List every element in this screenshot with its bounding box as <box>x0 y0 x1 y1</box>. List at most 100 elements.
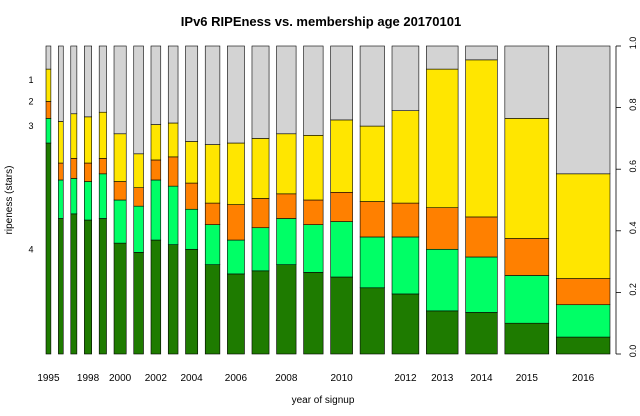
bar-2003-stars-1 <box>167 122 179 158</box>
bar-2015-stars-2 <box>504 238 550 276</box>
bar-1997-stars-3 <box>70 178 78 215</box>
bar-2003-stars-0 <box>167 45 179 124</box>
bar-2007-stars-0 <box>251 45 270 139</box>
bar-2008-stars-4 <box>276 264 297 355</box>
bar-2013-stars-0 <box>426 45 459 70</box>
star-label-1: 1 <box>28 75 33 85</box>
bar-2002-stars-1 <box>150 124 162 161</box>
bar-2008-stars-2 <box>276 193 297 219</box>
bar-1996-stars-1 <box>58 121 64 164</box>
bar-2012-stars-3 <box>391 236 420 295</box>
bar-2008-stars-1 <box>276 133 297 195</box>
bar-2016-stars-2 <box>555 278 611 306</box>
bar-2013-stars-3 <box>426 248 459 312</box>
y-axis-label: ripeness (stars) <box>4 166 15 235</box>
y-tick-label-2: 0.4 <box>628 222 638 235</box>
bar-2016-stars-1 <box>555 173 611 279</box>
x-tick-label-2016: 2016 <box>572 373 595 384</box>
bar-2000-stars-0 <box>113 45 127 135</box>
bar-1999-stars-0 <box>98 45 107 113</box>
bar-2005-stars-3 <box>204 224 221 265</box>
bar-2004-stars-2 <box>185 182 199 210</box>
right-y-axis: 0.0 0.2 0.4 0.6 0.8 1.0 <box>615 37 638 357</box>
bar-2011-stars-0 <box>359 45 385 127</box>
bar-2011-stars-4 <box>359 287 385 355</box>
y-tick-label-1: 0.2 <box>628 283 638 296</box>
star-label-4: 4 <box>28 244 33 254</box>
bar-2002-stars-0 <box>150 45 162 125</box>
bar-1998-stars-3 <box>84 181 92 221</box>
bar-1997-stars-4 <box>70 213 78 355</box>
x-axis-label: year of signup <box>292 395 355 406</box>
bar-2003-stars-4 <box>167 244 179 355</box>
bar-2009-stars-1 <box>303 135 324 201</box>
bar-2010-stars-2 <box>330 192 353 222</box>
x-tick-label-2012: 2012 <box>394 373 417 384</box>
bar-2008-stars-3 <box>276 218 297 265</box>
x-tick-label-2015: 2015 <box>516 373 539 384</box>
star-label-3: 3 <box>28 121 33 131</box>
bar-2003-stars-3 <box>167 185 179 245</box>
bar-1998-stars-2 <box>84 162 92 182</box>
bar-2004-stars-0 <box>185 45 199 142</box>
bar-2012-stars-0 <box>391 45 420 111</box>
bar-2012-stars-4 <box>391 293 420 355</box>
x-tick-label-2013: 2013 <box>431 373 454 384</box>
x-tick-label-2006: 2006 <box>225 373 248 384</box>
bar-2016-stars-4 <box>555 336 611 355</box>
bar-2003-stars-2 <box>167 156 179 187</box>
bar-2011-stars-2 <box>359 201 385 238</box>
bar-2015-stars-0 <box>504 45 550 119</box>
x-tick-label-1995: 1995 <box>37 373 60 384</box>
chart-title: IPv6 RIPEness vs. membership age 2017010… <box>181 14 461 29</box>
bar-2012-stars-1 <box>391 110 420 204</box>
bar-2001-stars-3 <box>133 205 144 253</box>
bar-1998-stars-0 <box>84 45 92 118</box>
bar-2010-stars-3 <box>330 221 353 278</box>
bar-1996-stars-0 <box>58 45 64 122</box>
bar-group <box>45 45 611 355</box>
bar-2013-stars-1 <box>426 68 459 209</box>
bar-2005-stars-0 <box>204 45 221 145</box>
bar-2000-stars-3 <box>113 199 127 244</box>
bar-1999-stars-4 <box>98 218 107 355</box>
y-tick-label-4: 0.8 <box>628 98 638 111</box>
bar-2016-stars-3 <box>555 304 611 338</box>
bar-2007-stars-2 <box>251 198 270 229</box>
bar-2000-stars-2 <box>113 181 127 201</box>
bar-1996-stars-2 <box>58 162 64 181</box>
bar-2009-stars-0 <box>303 45 324 136</box>
bar-2006-stars-3 <box>227 239 245 275</box>
bar-1995-stars-3 <box>45 118 52 144</box>
bar-1995-stars-2 <box>45 101 52 119</box>
x-tick-label-2008: 2008 <box>275 373 298 384</box>
bar-1996-stars-3 <box>58 179 64 219</box>
bar-2006-stars-4 <box>227 273 245 355</box>
x-tick-labels: 1995 1998 2000 2002 2004 2006 2008 2010 2012 2013… <box>37 373 594 384</box>
bar-2010-stars-4 <box>330 276 353 355</box>
bar-2002-stars-3 <box>150 179 162 241</box>
bar-2009-stars-2 <box>303 199 324 225</box>
bar-2008-stars-0 <box>276 45 297 135</box>
bar-1999-stars-2 <box>98 158 107 175</box>
bar-2014-stars-4 <box>465 312 498 355</box>
x-tick-label-2014: 2014 <box>470 373 493 384</box>
bar-2009-stars-4 <box>303 272 324 355</box>
x-tick-label-1998: 1998 <box>77 373 100 384</box>
x-tick-label-2000: 2000 <box>109 373 132 384</box>
bar-2011-stars-1 <box>359 125 385 202</box>
bar-2013-stars-4 <box>426 310 459 355</box>
bar-2005-stars-1 <box>204 144 221 204</box>
bar-1998-stars-4 <box>84 219 92 355</box>
bar-2007-stars-4 <box>251 270 270 355</box>
bar-1997-stars-2 <box>70 158 78 179</box>
bar-2002-stars-2 <box>150 159 162 181</box>
bar-2010-stars-1 <box>330 119 353 193</box>
bar-2004-stars-4 <box>185 248 199 355</box>
bar-2006-stars-0 <box>227 45 245 144</box>
bar-2007-stars-1 <box>251 138 270 199</box>
y-tick-label-3: 0.6 <box>628 160 638 173</box>
bar-2006-stars-2 <box>227 204 245 241</box>
bar-1995-stars-0 <box>45 45 52 70</box>
star-labels: 1 2 3 4 <box>28 75 33 254</box>
